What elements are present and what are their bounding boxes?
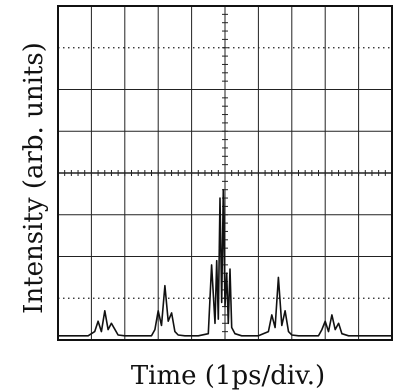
x-axis-label: Time (1ps/div.) (131, 361, 325, 391)
intensity-trace (58, 188, 392, 337)
y-axis-label: Intensity (arb. units) (19, 42, 49, 314)
plot-frame (57, 5, 393, 341)
